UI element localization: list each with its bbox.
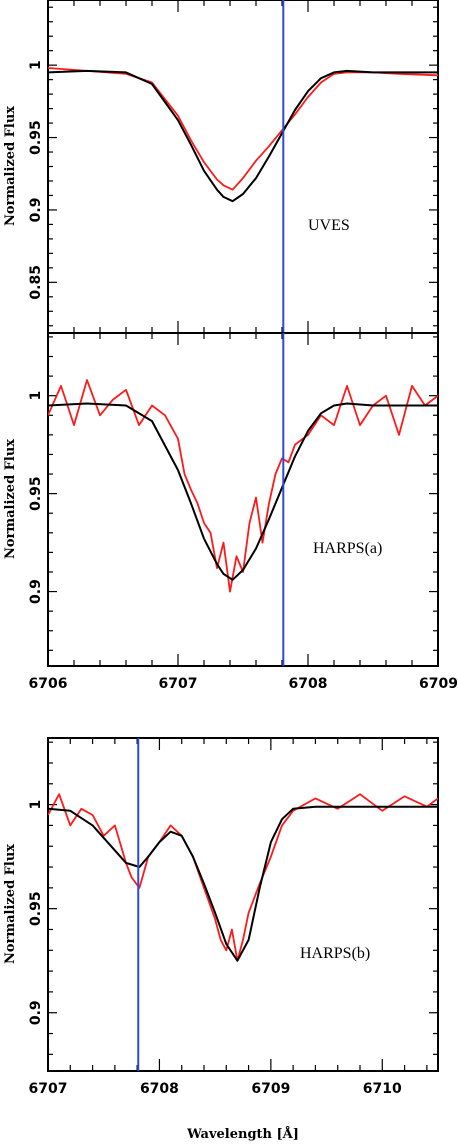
panel-label-harps-a: HARPS(a) (313, 540, 382, 557)
model-spectrum-line (48, 805, 438, 962)
y-tick-labels: 0.85 0.9 0.95 1 (28, 60, 44, 299)
x-tick-labels: 6707 6708 6709 6710 (29, 1081, 403, 1097)
plot-area (48, 333, 438, 666)
axis-ticks (47, 333, 439, 666)
observed-spectrum-line (48, 379, 438, 593)
plot-frame (47, 332, 439, 667)
plot-frame (47, 737, 439, 1072)
observed-spectrum-line (48, 67, 438, 191)
y-axis-title-harps-b: Normalized Flux (3, 844, 18, 964)
axis-ticks (47, 738, 438, 1071)
panel-label-harps-b: HARPS(b) (300, 945, 370, 962)
y-tick-labels: 0.9 0.95 1 (28, 800, 44, 1025)
x-tick-label: 6708 (140, 1081, 179, 1097)
x-axis-title: Wavelength [Å] (186, 1126, 299, 1142)
model-spectrum-line (48, 402, 438, 581)
harps-b-panel: 0.9 0.95 1 6707 6708 6709 6710 HARPS(b) (28, 737, 439, 1097)
x-tick-label: 6707 (29, 1081, 68, 1097)
y-tick-label: 1 (28, 60, 44, 70)
x-tick-label: 6707 (159, 676, 198, 692)
y-tick-label: 1 (28, 391, 44, 401)
x-tick-label: 6709 (419, 676, 458, 692)
y-tick-label: 0.95 (28, 120, 44, 155)
x-tick-label: 6709 (251, 1081, 290, 1097)
panel-label-uves: UVES (308, 217, 350, 234)
y-tick-label: 0.95 (28, 891, 44, 926)
plot-area (48, 738, 438, 1071)
y-axis-title-uves: Normalized Flux (3, 106, 18, 226)
x-tick-label: 6708 (289, 676, 328, 692)
plot-area (48, 0, 438, 333)
y-tick-label: 0.9 (28, 579, 44, 604)
x-tick-label: 6706 (29, 676, 68, 692)
plot-frame (47, 0, 439, 334)
uves-panel: 0.85 0.9 0.95 1 UVES (28, 0, 439, 334)
y-tick-label: 0.9 (28, 1000, 44, 1025)
x-tick-label: 6710 (363, 1081, 402, 1097)
observed-spectrum-line (48, 793, 438, 962)
x-tick-labels: 6706 6707 6708 6709 (29, 676, 458, 692)
y-tick-label: 0.85 (28, 265, 44, 300)
y-tick-labels: 0.9 0.95 1 (28, 391, 44, 604)
model-spectrum-line (48, 69, 438, 203)
y-axis-title-harps-a: Normalized Flux (3, 439, 18, 559)
y-tick-label: 0.95 (28, 476, 44, 511)
harps-a-panel: 0.9 0.95 1 6706 6707 6708 6709 HARPS(a) (28, 332, 458, 692)
y-tick-label: 1 (28, 800, 44, 810)
axis-ticks (47, 0, 439, 333)
y-tick-label: 0.9 (28, 198, 44, 223)
